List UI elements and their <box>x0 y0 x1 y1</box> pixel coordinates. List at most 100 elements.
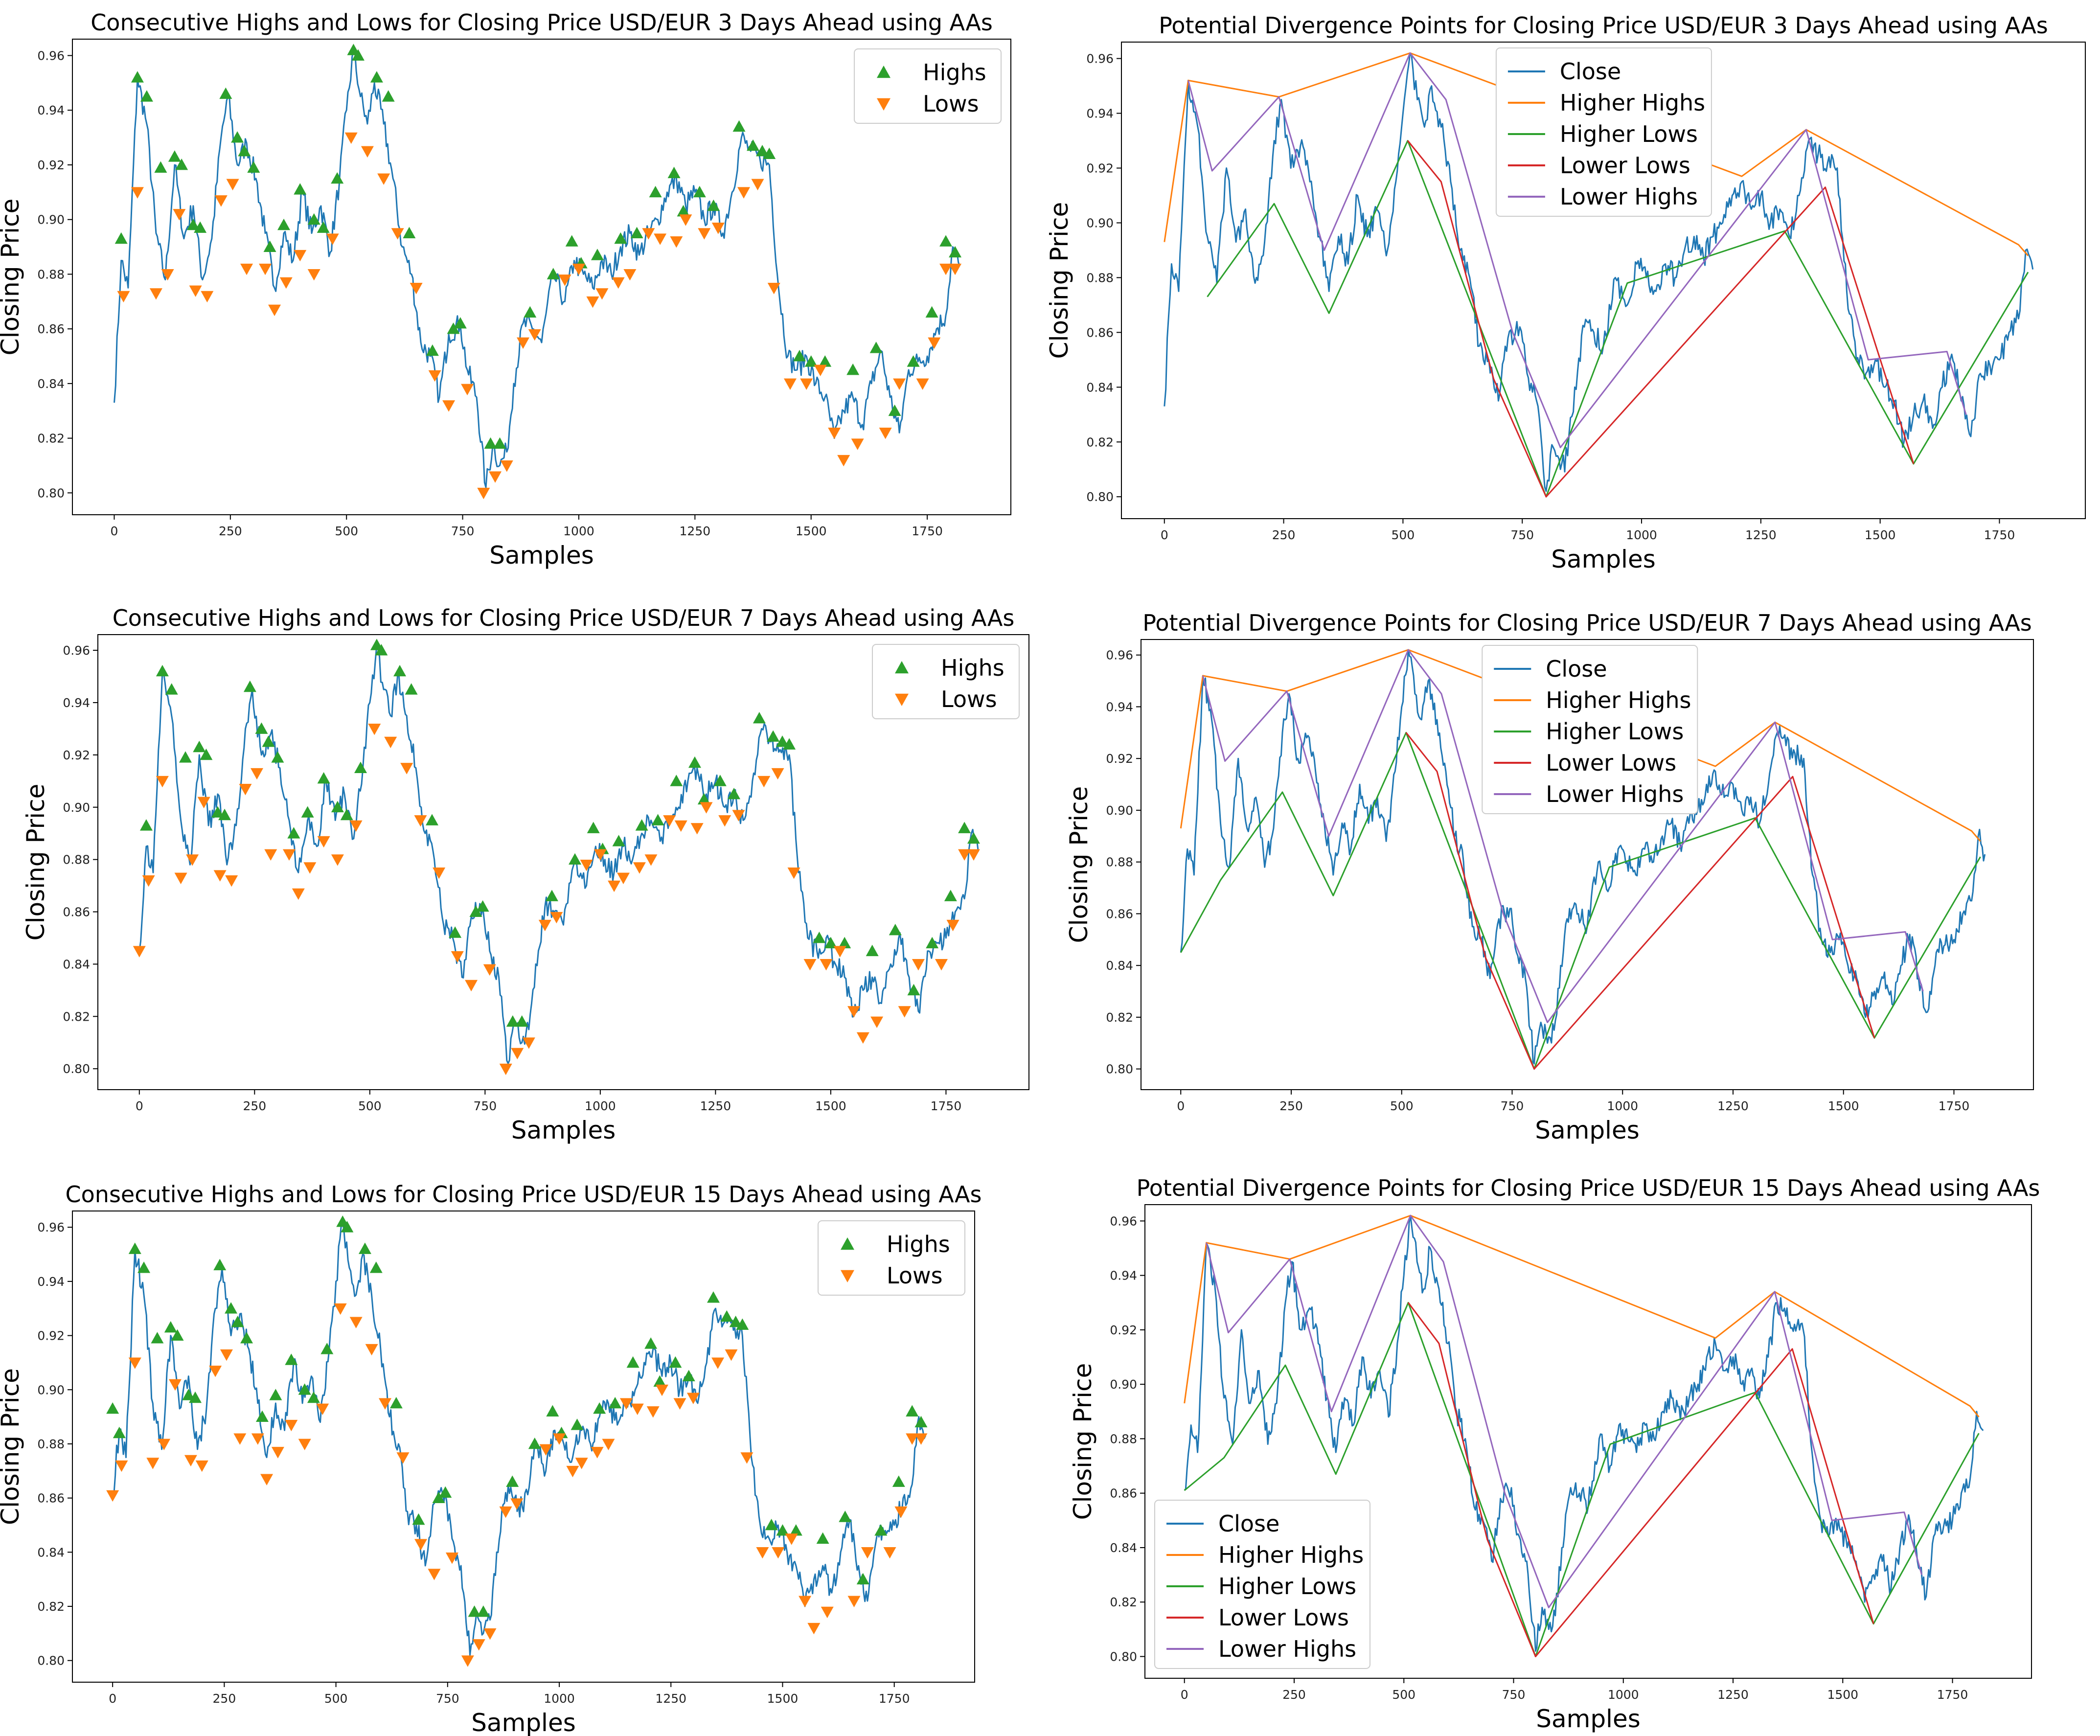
high-marker <box>432 1491 445 1504</box>
high-marker <box>958 822 971 833</box>
low-marker <box>528 329 541 341</box>
high-marker <box>225 1302 238 1314</box>
low-marker <box>264 849 277 861</box>
high-marker <box>626 1356 639 1368</box>
x-axis-label: Samples <box>1536 1705 1641 1733</box>
legend-label: Lower Highs <box>1218 1636 1356 1662</box>
high-marker <box>301 806 314 818</box>
high-marker <box>447 322 460 334</box>
high-marker <box>649 185 662 198</box>
y-tick-label: 0.94 <box>1086 107 1114 121</box>
x-tick-label: 1250 <box>1717 1099 1749 1113</box>
high-marker <box>874 1524 888 1536</box>
y-axis-label: Closing Price <box>1065 786 1093 943</box>
high-marker <box>186 218 200 230</box>
high-marker <box>644 1337 658 1349</box>
high-marker <box>179 751 192 763</box>
high-marker <box>697 793 710 805</box>
series-line-lower-lows <box>1408 1302 1874 1657</box>
high-marker <box>524 306 537 318</box>
series-line-close <box>1184 1214 1984 1652</box>
chart-panel-5: Consecutive Highs and Lows for Closing P… <box>0 1181 982 1736</box>
high-marker <box>756 145 769 157</box>
x-tick-label: 1250 <box>1745 528 1777 542</box>
high-marker <box>813 932 826 943</box>
x-tick-label: 500 <box>358 1099 382 1113</box>
low-marker <box>117 291 130 303</box>
low-marker <box>368 724 381 735</box>
low-marker <box>856 1032 869 1044</box>
high-marker <box>382 90 395 102</box>
y-tick-label: 0.96 <box>1106 648 1133 662</box>
plot-marks <box>133 639 980 1075</box>
low-marker <box>442 400 456 412</box>
legend-label: Highs <box>923 59 986 86</box>
x-tick-label: 500 <box>1390 1099 1414 1113</box>
y-tick-label: 0.86 <box>1110 1486 1137 1501</box>
legend: Highs Lows <box>854 48 1002 124</box>
high-marker <box>824 937 837 949</box>
legend-frame <box>872 644 1020 719</box>
x-tick-label: 0 <box>136 1099 143 1113</box>
x-tick-label: 500 <box>335 524 358 538</box>
high-marker <box>238 145 251 157</box>
high-marker <box>906 1405 919 1416</box>
high-marker <box>670 775 683 786</box>
low-marker <box>893 378 906 390</box>
low-marker <box>349 1317 363 1328</box>
x-axis-label: Samples <box>1551 545 1656 573</box>
y-tick-label: 0.92 <box>1086 161 1114 175</box>
low-marker <box>260 1474 274 1485</box>
y-tick-label: 0.94 <box>37 1275 65 1289</box>
low-marker <box>510 1498 524 1510</box>
low-marker <box>391 228 404 240</box>
low-marker <box>821 1606 834 1619</box>
legend-frame <box>854 48 1002 124</box>
chart-panel-4: Potential Divergence Points for Closing … <box>1065 610 2034 1144</box>
low-marker <box>946 919 959 932</box>
low-marker <box>195 1460 208 1472</box>
high-marker <box>547 268 560 279</box>
y-tick-label: 0.88 <box>63 853 90 867</box>
high-marker <box>412 1513 425 1525</box>
low-marker <box>785 1533 798 1545</box>
x-tick-label: 0 <box>1181 1688 1188 1702</box>
low-marker <box>732 810 745 822</box>
x-tick-label: 750 <box>473 1099 497 1113</box>
high-marker <box>728 788 741 799</box>
low-marker <box>967 849 980 861</box>
y-tick-label: 0.82 <box>1086 435 1114 449</box>
high-marker <box>140 90 153 102</box>
y-tick-label: 0.82 <box>1110 1595 1137 1609</box>
low-marker <box>317 836 330 848</box>
low-marker <box>575 1458 588 1469</box>
high-marker <box>515 1015 528 1027</box>
low-marker <box>213 870 227 882</box>
low-marker <box>783 378 797 390</box>
x-tick-label: 750 <box>436 1691 459 1706</box>
y-tick-label: 0.96 <box>37 49 65 63</box>
high-marker <box>493 437 506 449</box>
legend-label: Lows <box>941 686 997 712</box>
legend: Close Higher Highs Higher Lows Lower Lows Lo… <box>1154 1500 1370 1669</box>
x-tick-label: 1750 <box>931 1099 962 1113</box>
high-marker <box>635 819 648 831</box>
high-marker <box>317 772 330 784</box>
high-marker <box>614 232 627 244</box>
low-marker <box>642 228 655 240</box>
chart-title: Potential Divergence Points for Closing … <box>1142 610 2032 636</box>
low-marker <box>142 875 155 887</box>
low-marker <box>803 959 817 971</box>
x-tick-label: 500 <box>324 1691 348 1706</box>
low-marker <box>477 487 490 500</box>
high-marker <box>271 751 284 763</box>
high-marker <box>889 923 902 936</box>
high-marker <box>793 350 806 362</box>
y-axis-label: Closing Price <box>1045 202 1073 359</box>
x-tick-label: 1500 <box>1827 1688 1858 1702</box>
low-marker <box>499 1063 512 1075</box>
high-marker <box>736 1318 749 1330</box>
x-tick-label: 250 <box>1279 1099 1303 1113</box>
low-marker <box>847 1596 861 1607</box>
y-tick-label: 0.86 <box>37 322 65 336</box>
